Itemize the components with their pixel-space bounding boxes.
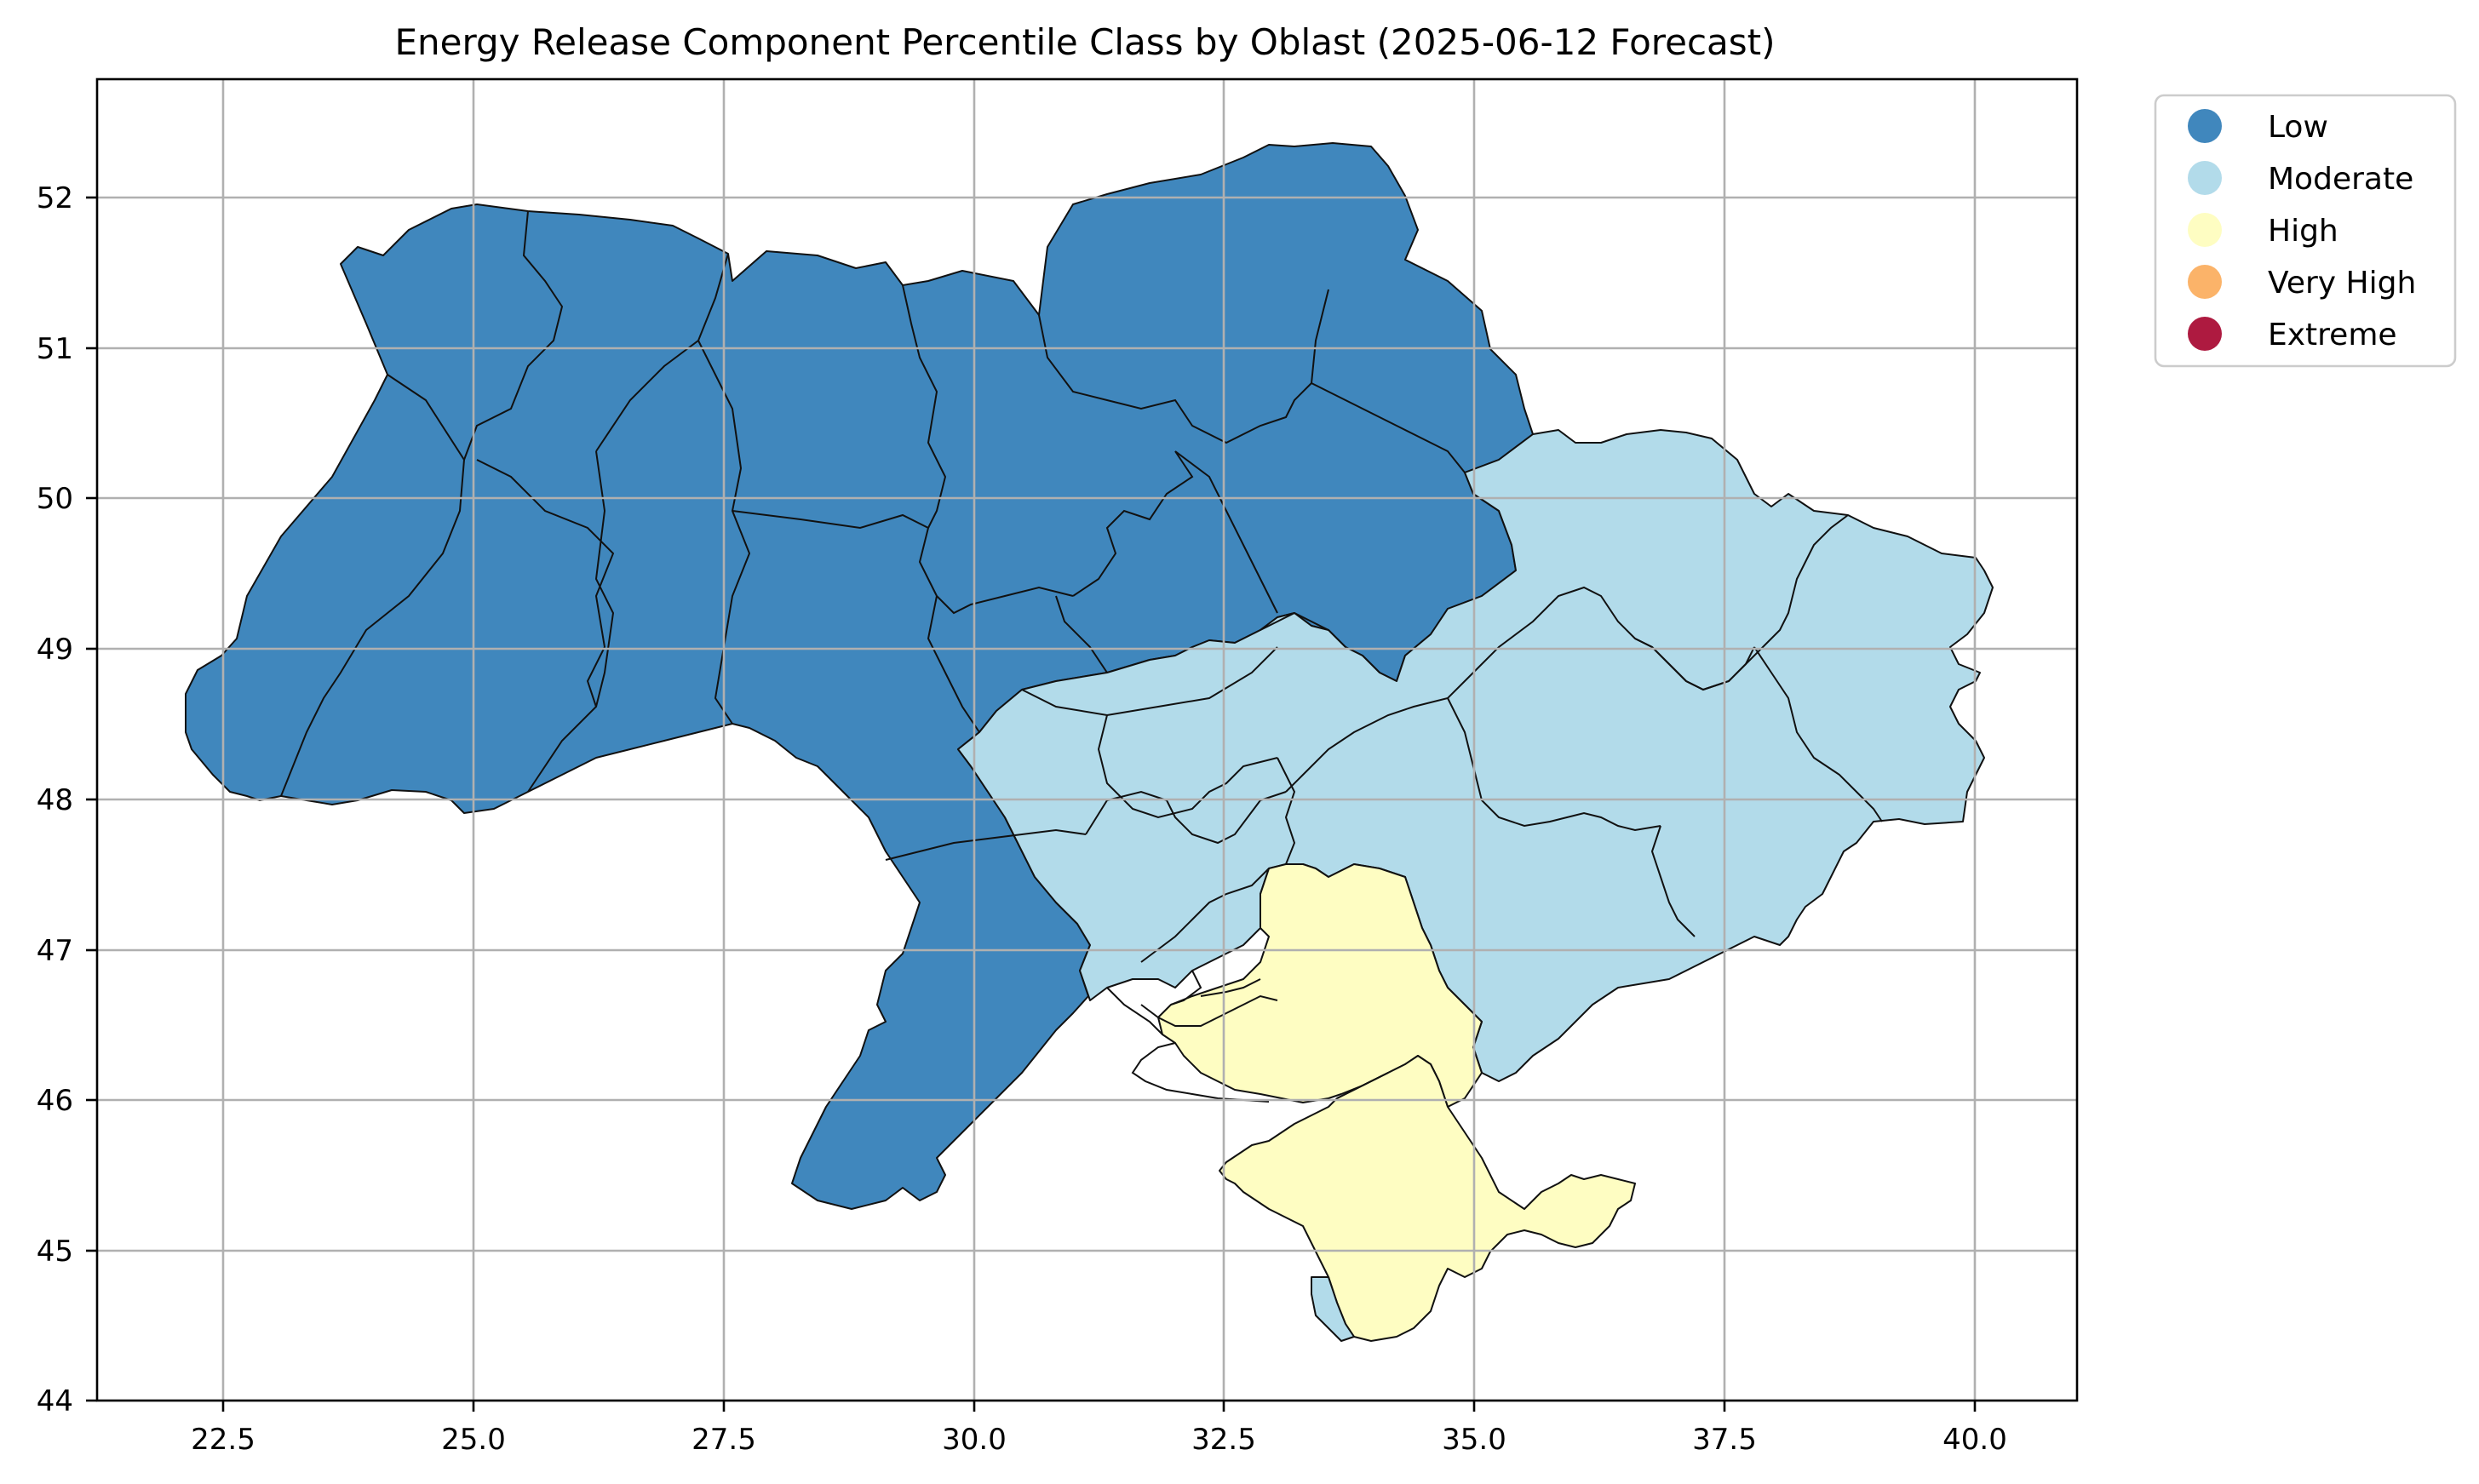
x-tick-label: 22.5: [191, 1423, 255, 1457]
legend-label-extreme: Extreme: [2268, 318, 2397, 352]
legend-label-moderate: Moderate: [2268, 162, 2413, 197]
x-tick-label: 40.0: [1942, 1423, 2007, 1457]
legend-label-very-high: Very High: [2268, 266, 2416, 301]
y-tick-label: 49: [37, 633, 73, 667]
x-tick-label: 30.0: [942, 1423, 1007, 1457]
region-moderate-sevastopol: [1311, 1276, 1355, 1342]
grid: [97, 79, 2077, 1402]
legend-marker-moderate: [2188, 161, 2222, 195]
x-tick-label: 37.5: [1692, 1423, 1757, 1457]
y-tick-label: 44: [37, 1384, 73, 1418]
legend-item-low: Low: [2188, 109, 2328, 145]
x-tick-label: 32.5: [1191, 1423, 1256, 1457]
y-tick-label: 52: [37, 181, 73, 215]
legend-label-low: Low: [2268, 110, 2328, 145]
plot-area: [95, 77, 2079, 1402]
y-axis: 44 45 46 47 48 49 50 51 52: [37, 181, 97, 1418]
y-tick-label: 47: [37, 934, 73, 968]
legend-label-high: High: [2268, 214, 2338, 249]
legend-marker-extreme: [2188, 317, 2222, 351]
legend-marker-very-high: [2188, 265, 2222, 299]
legend-item-very-high: Very High: [2188, 265, 2416, 301]
oblast-regions: [185, 142, 1994, 1342]
x-tick-label: 25.0: [441, 1423, 506, 1457]
y-tick-label: 50: [37, 482, 73, 516]
legend: Low Moderate High Very High Extreme: [2154, 94, 2457, 368]
legend-item-extreme: Extreme: [2188, 317, 2397, 352]
oblast-boundaries: [280, 210, 1883, 1103]
legend-marker-low: [2188, 109, 2222, 143]
map-title: Energy Release Component Percentile Clas…: [394, 21, 1775, 63]
y-tick-label: 48: [37, 783, 73, 817]
legend-frame: [2154, 94, 2457, 368]
legend-marker-high: [2188, 213, 2222, 247]
plot-frame: [95, 77, 2079, 1402]
x-tick-label: 27.5: [691, 1423, 756, 1457]
legend-item-moderate: Moderate: [2188, 161, 2413, 197]
x-tick-label: 35.0: [1442, 1423, 1506, 1457]
y-tick-label: 46: [37, 1084, 73, 1118]
y-tick-label: 51: [37, 332, 73, 366]
y-tick-label: 45: [37, 1235, 73, 1269]
x-axis: 22.5 25.0 27.5 30.0 32.5 35.0 37.5 40.0: [191, 1401, 2007, 1457]
legend-item-high: High: [2188, 213, 2338, 249]
